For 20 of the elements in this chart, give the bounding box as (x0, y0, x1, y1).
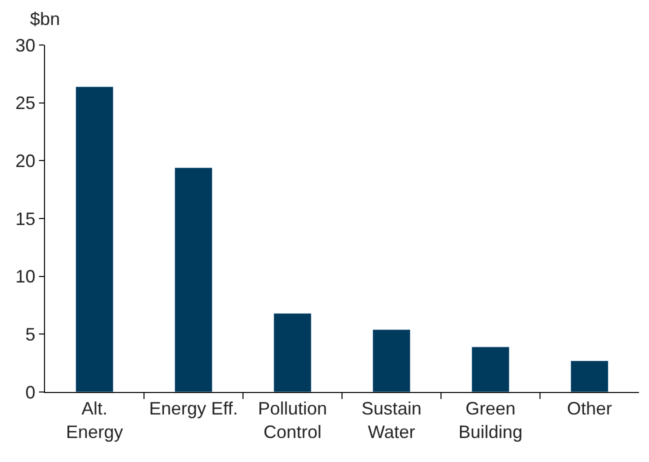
x-tick-label: Sustain Water (361, 398, 422, 442)
y-tick-label: 30 (15, 35, 36, 56)
bar (372, 329, 411, 392)
y-tick-label: 0 (25, 382, 36, 402)
y-tick-label: 5 (25, 324, 36, 344)
x-tick-label: Alt. Energy (66, 398, 124, 442)
x-tick-label: Energy Eff. (149, 398, 238, 419)
y-tick-label: 25 (15, 93, 36, 114)
x-tick-label: Green Building (458, 398, 523, 442)
bar (471, 346, 510, 392)
x-tick-label: Pollution Control (258, 398, 328, 442)
bar (174, 167, 213, 392)
x-tick-label: Other (566, 398, 612, 419)
y-tick-label: 20 (15, 150, 36, 171)
bar (273, 313, 312, 392)
y-axis-title: $bn (30, 9, 60, 29)
y-tick-label: 15 (15, 208, 36, 229)
bar (75, 86, 114, 392)
y-tick-label: 10 (15, 266, 36, 287)
bar (570, 360, 609, 392)
